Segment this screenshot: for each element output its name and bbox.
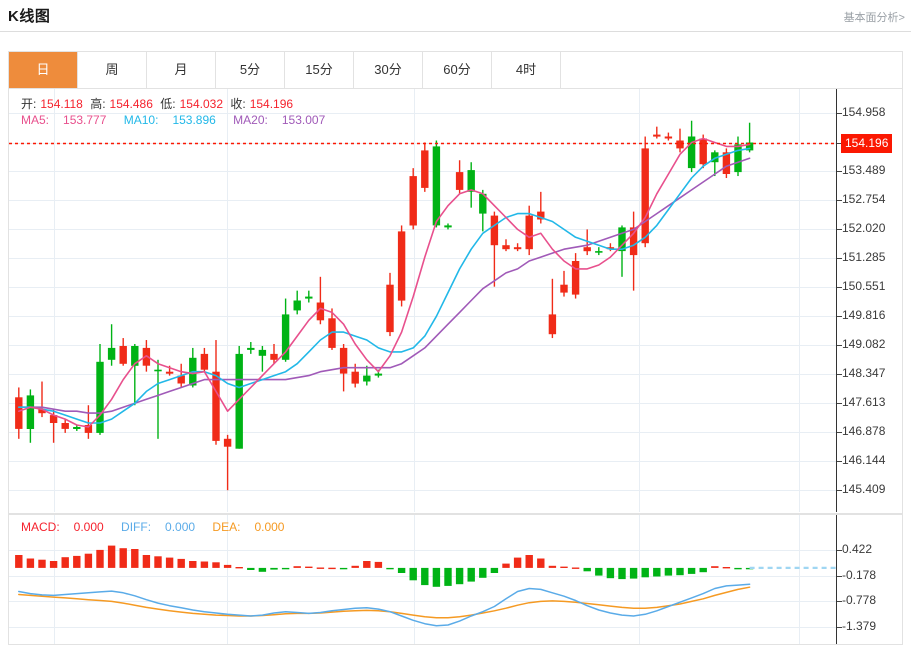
candlestick-chart — [9, 89, 836, 512]
tabbar-filler — [561, 52, 902, 88]
macd-value: 0.000 — [73, 520, 104, 534]
price-axis-tick — [837, 490, 842, 491]
low-label: 低: — [160, 97, 176, 111]
price-axis-label: 152.754 — [842, 191, 886, 206]
price-axis-separator — [836, 89, 837, 512]
price-axis-label: 146.878 — [842, 423, 886, 438]
price-axis-label: 150.551 — [842, 278, 886, 293]
price-axis-tick — [837, 143, 842, 144]
price-axis-tick — [837, 200, 842, 201]
macd-axis-label: 0.422 — [842, 541, 873, 556]
price-axis-label: 154.958 — [842, 104, 886, 119]
macd-axis-label: -0.178 — [842, 567, 877, 582]
page-title: K线图 — [8, 8, 51, 25]
price-axis-label: 152.020 — [842, 220, 886, 235]
macd-axis-tick — [837, 576, 842, 577]
ma-legend: MA5: 153.777 MA10: 153.896 MA20: 153.007 — [21, 113, 339, 127]
macd-axis-label: -1.379 — [842, 619, 877, 634]
tab-3[interactable]: 5分 — [216, 52, 285, 88]
tab-4[interactable]: 15分 — [285, 52, 354, 88]
macd-axis-tick — [837, 550, 842, 551]
diff-value: 0.000 — [165, 520, 196, 534]
price-axis-label: 153.489 — [842, 162, 886, 177]
ma10-label: MA10: — [123, 113, 159, 127]
price-axis-tick — [837, 316, 842, 317]
dea-value: 0.000 — [254, 520, 285, 534]
tab-7[interactable]: 4时 — [492, 52, 561, 88]
price-axis-label: 149.816 — [842, 307, 886, 322]
diff-label: DIFF: — [121, 520, 152, 534]
ma20-label: MA20: — [233, 113, 268, 127]
price-axis-tick — [837, 171, 842, 172]
price-chart-pane[interactable]: 开: 154.118 高: 154.486 低: 154.032 收: 154.196 … — [8, 89, 903, 514]
ma10-value: 153.896 — [172, 113, 216, 127]
low-value: 154.032 — [179, 97, 223, 111]
macd-chart-pane[interactable]: MACD: 0.000 DIFF: 0.000 DEA: 0.000 0.422 -0.… — [8, 514, 903, 645]
price-axis-label: 151.285 — [842, 249, 886, 264]
fundamental-analysis-link[interactable]: 基本面分析> — [843, 12, 905, 24]
tab-5[interactable]: 30分 — [354, 52, 423, 88]
current-price-badge: 154.196 — [841, 133, 893, 153]
macd-chart — [9, 515, 836, 644]
close-value: 154.196 — [249, 97, 294, 111]
price-axis-label: 146.144 — [842, 452, 886, 467]
price-axis-tick — [837, 345, 842, 346]
ma20-value: 153.007 — [281, 113, 326, 127]
open-label: 开: — [21, 97, 37, 111]
price-axis-label: 149.082 — [842, 336, 886, 351]
open-value: 154.118 — [40, 97, 83, 111]
price-axis-label: 147.613 — [842, 394, 886, 409]
close-label: 收: — [230, 97, 246, 111]
macd-axis-tick — [837, 627, 842, 628]
ma5-label: MA5: — [21, 113, 50, 127]
price-axis-tick — [837, 113, 842, 114]
tab-0[interactable]: 日 — [9, 52, 78, 88]
price-axis-tick — [837, 258, 842, 259]
price-axis-tick — [837, 229, 842, 230]
tab-2[interactable]: 月 — [147, 52, 216, 88]
macd-axis-separator — [836, 515, 837, 644]
header-divider — [0, 31, 911, 32]
macd-legend: MACD: 0.000 DIFF: 0.000 DEA: 0.000 — [21, 520, 298, 534]
price-axis-tick — [837, 461, 842, 462]
high-label: 高: — [90, 97, 106, 111]
timeframe-tabbar[interactable]: 日周月 5分 15分 30分 60分 4时 — [8, 51, 903, 89]
page-header: K线图 基本面分析> — [0, 0, 911, 31]
price-axis-label: 145.409 — [842, 481, 886, 496]
price-axis-label: 148.347 — [842, 365, 886, 380]
macd-label: MACD: — [21, 520, 60, 534]
high-value: 154.486 — [109, 97, 153, 111]
price-axis-tick — [837, 374, 842, 375]
tab-1[interactable]: 周 — [78, 52, 147, 88]
price-axis-tick — [837, 432, 842, 433]
ma5-value: 153.777 — [63, 113, 107, 127]
dea-label: DEA: — [212, 520, 241, 534]
price-axis-tick — [837, 403, 842, 404]
price-axis-tick — [837, 287, 842, 288]
tab-6[interactable]: 60分 — [423, 52, 492, 88]
macd-axis-tick — [837, 601, 842, 602]
ohlc-legend: 开: 154.118 高: 154.486 低: 154.032 收: 154.196 — [21, 95, 297, 112]
macd-axis-label: -0.778 — [842, 593, 877, 608]
